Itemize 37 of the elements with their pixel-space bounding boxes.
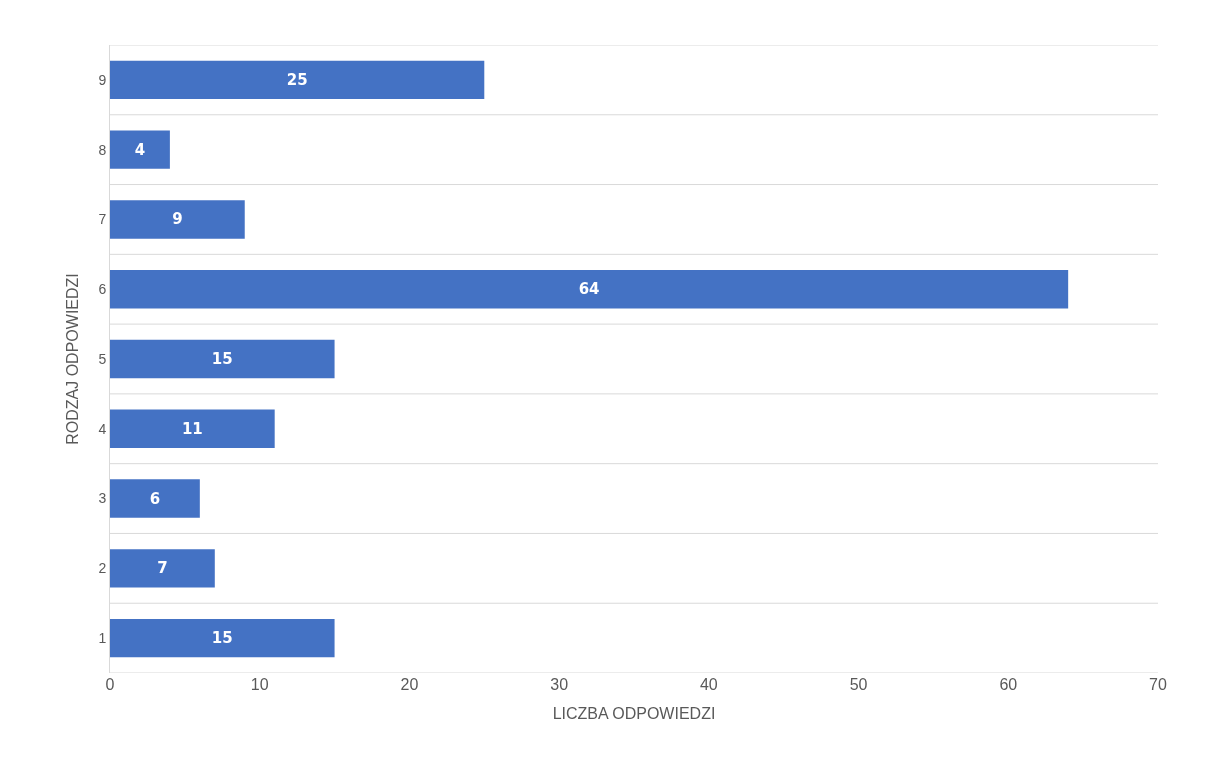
bar	[110, 60, 485, 100]
data-label: 15	[211, 350, 233, 368]
y-tick-label: 5	[98, 350, 107, 367]
data-label: 9	[172, 210, 183, 229]
data-label: 6	[149, 489, 161, 508]
y-tick-label: 3	[98, 490, 107, 507]
bar	[110, 270, 1069, 309]
data-label: 11	[181, 419, 203, 438]
data-label: 4	[134, 140, 146, 159]
bar	[110, 200, 245, 239]
y-tick-label: 7	[98, 211, 107, 228]
data-label: 7	[157, 559, 168, 578]
bar	[110, 409, 275, 448]
x-tick-label: 70	[1149, 676, 1167, 693]
bar	[110, 549, 215, 588]
y-tick-label: 1	[98, 630, 107, 647]
y-tick-label: 4	[98, 420, 107, 437]
bar	[110, 618, 335, 658]
y-axis-title: RODZAJ ODPOWIEDZI	[64, 273, 82, 445]
y-tick-label: 6	[98, 281, 107, 298]
x-axis-title: LICZBA ODPOWIEDZI	[552, 704, 716, 722]
x-tick-label: 10	[250, 676, 269, 693]
x-tick-label: 20	[400, 676, 419, 693]
data-label: 25	[286, 70, 308, 89]
bar	[110, 130, 170, 169]
y-tick-label: 9	[98, 71, 107, 88]
x-tick-label: 60	[999, 676, 1018, 693]
x-tick-label: 30	[550, 676, 569, 693]
bar	[110, 479, 200, 518]
bar	[110, 339, 335, 379]
y-tick-label: 8	[98, 141, 107, 158]
y-tick-label: 2	[98, 560, 107, 577]
data-label: 64	[578, 280, 600, 299]
x-tick-label: 40	[699, 676, 718, 693]
x-tick-label: 50	[849, 676, 868, 693]
data-label: 15	[211, 629, 233, 648]
x-tick-label: 0	[105, 676, 115, 693]
